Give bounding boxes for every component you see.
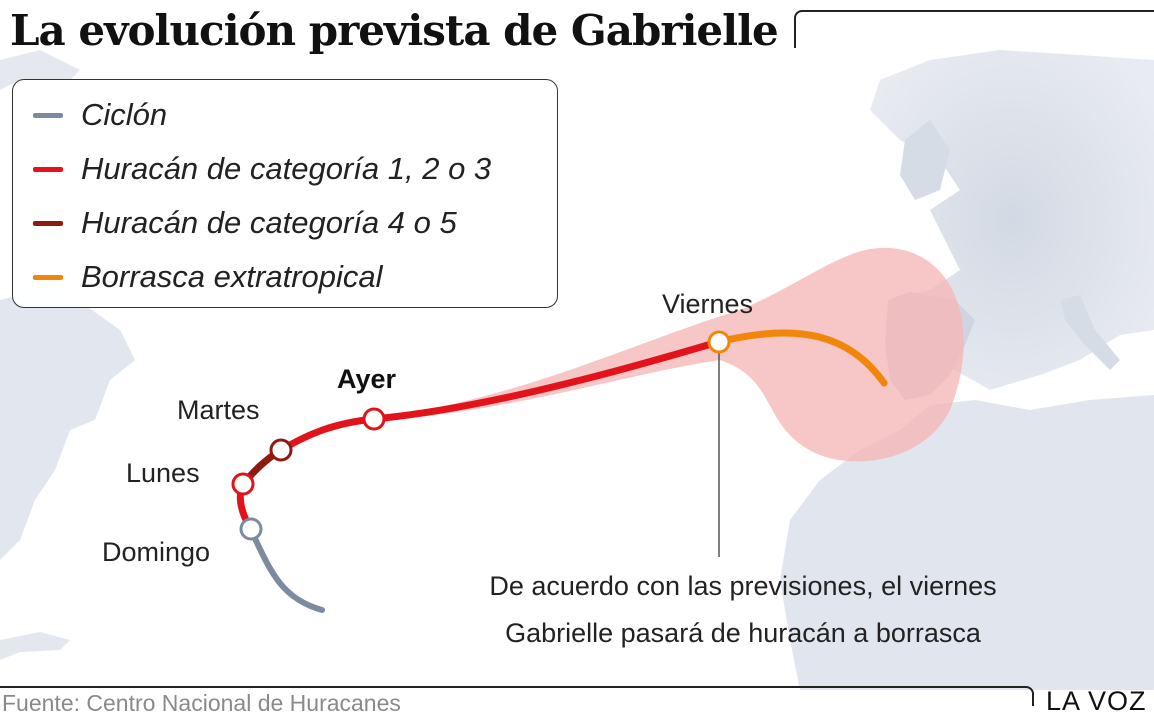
track-cyclone-segment [247, 525, 325, 613]
legend-item-cyclone: Ciclón [13, 88, 557, 142]
brand-logo: LA VOZ [1046, 686, 1147, 716]
legend-swatch-cyclone [33, 112, 63, 118]
track-point-lunes [231, 472, 255, 496]
legend-swatch-hurricane-4-5 [33, 220, 63, 226]
title-rule [794, 10, 1154, 48]
label-domingo: Domingo [102, 537, 211, 567]
track-point-domingo [239, 517, 263, 541]
legend: Ciclón Huracán de categoría 1, 2 o 3 Hur… [12, 79, 558, 308]
label-ayer: Ayer [337, 364, 397, 394]
north-america-landmass [0, 290, 135, 560]
legend-label: Ciclón [81, 97, 168, 132]
italy [1060, 295, 1120, 370]
legend-label: Huracán de categoría 4 o 5 [81, 205, 457, 240]
legend-item-hurricane-4-5: Huracán de categoría 4 o 5 [13, 196, 557, 250]
track-hurricane-segment [277, 338, 722, 454]
source-credit: Fuente: Centro Nacional de Huracanes [2, 690, 401, 716]
legend-swatch-extratropical [33, 274, 63, 280]
track-point-ayer [362, 407, 386, 431]
label-viernes: Viernes [662, 289, 754, 319]
page-title: La evolución prevista de Gabrielle [10, 6, 779, 55]
label-martes: Martes [177, 395, 260, 425]
legend-item-hurricane-1-3: Huracán de categoría 1, 2 o 3 [13, 142, 557, 196]
annotation-line-1: De acuerdo con las previsiones, el viern… [489, 571, 997, 601]
label-lunes: Lunes [126, 458, 200, 488]
africa-landmass [780, 395, 1154, 690]
track-point-martes [269, 438, 293, 462]
footer-rule [0, 686, 1034, 706]
legend-label: Huracán de categoría 1, 2 o 3 [81, 151, 492, 186]
legend-label: Borrasca extratropical [81, 259, 383, 294]
forecast-annotation: De acuerdo con las previsiones, el viern… [418, 563, 1068, 657]
annotation-line-2: Gabrielle pasará de huracán a borrasca [505, 618, 981, 648]
caribbean-islands [0, 632, 70, 660]
legend-item-extratropical: Borrasca extratropical [13, 250, 557, 304]
track-extratropical-segment [714, 329, 888, 387]
legend-swatch-hurricane-1-3 [33, 166, 63, 172]
track-point-viernes [707, 330, 731, 354]
british-isles [900, 120, 950, 200]
